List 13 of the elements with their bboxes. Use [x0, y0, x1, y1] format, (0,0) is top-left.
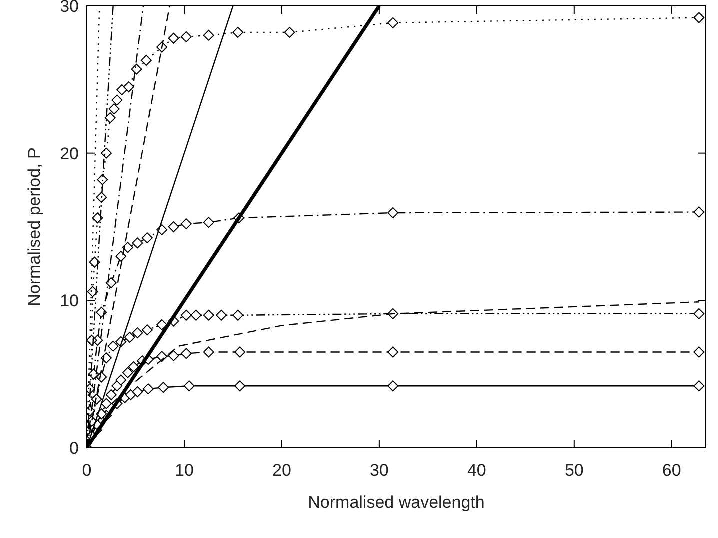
y-tick-label: 10	[60, 292, 79, 311]
y-tick-label: 0	[70, 438, 79, 458]
x-tick-label: 30	[370, 461, 389, 480]
x-axis-title: Normalised wavelength	[308, 493, 485, 512]
y-tick-label: 30	[60, 0, 79, 16]
x-tick-label: 50	[564, 461, 584, 480]
x-tick-label: 40	[467, 461, 486, 480]
x-tick-label: 60	[662, 461, 682, 480]
y-tick-label: 20	[60, 144, 79, 164]
y-axis-title: Normalised period, P	[25, 148, 44, 306]
x-tick-label: 10	[175, 461, 194, 480]
x-tick-label: 0	[82, 461, 92, 480]
x-tick-label: 20	[272, 461, 292, 480]
